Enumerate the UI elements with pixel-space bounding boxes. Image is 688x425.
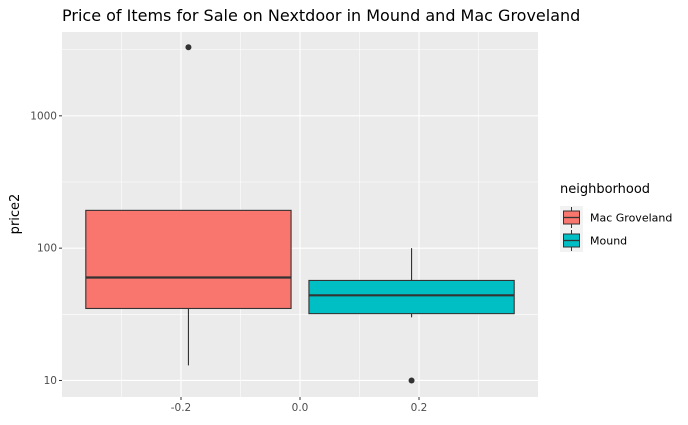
legend: Mac Groveland Mound	[560, 206, 672, 252]
major-gridlines	[62, 32, 538, 397]
legend-item-mound: Mound	[560, 229, 627, 252]
legend-label: Mac Groveland	[590, 212, 672, 225]
x-tick-label: 0.2	[411, 402, 428, 414]
y-tick-label: 100	[37, 243, 57, 255]
x-tick-label: -0.2	[171, 402, 192, 414]
legend-label: Mound	[590, 235, 627, 248]
legend-item-mac-groveland: Mac Groveland	[560, 206, 672, 229]
box-iqr	[85, 209, 292, 310]
y-tick-label: 1000	[30, 110, 57, 122]
legend-title: neighborhood	[560, 182, 650, 197]
box-series	[85, 44, 515, 384]
y-tick-label: 10	[44, 375, 57, 387]
box-mound	[308, 248, 515, 384]
y-axis-title: price2	[8, 194, 23, 235]
outlier-point	[185, 44, 192, 51]
axis-ticks: -0.2 0.0 0.2 10 100 1000	[30, 110, 427, 414]
box-iqr	[308, 279, 515, 315]
outlier-point	[408, 377, 415, 384]
chart-title: Price of Items for Sale on Nextdoor in M…	[62, 6, 580, 25]
x-tick-label: 0.0	[292, 402, 309, 414]
box-mac-groveland	[85, 44, 292, 366]
